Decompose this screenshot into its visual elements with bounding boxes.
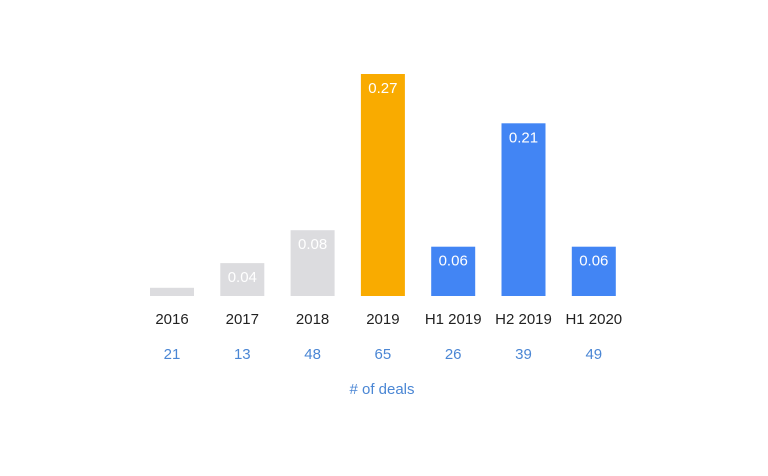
x-tick-label: 2018 <box>296 311 329 328</box>
x-tick-label: 2019 <box>366 311 399 328</box>
bar-value-label: 0.01 <box>157 294 186 311</box>
bar-value-label: 0.27 <box>368 80 397 97</box>
bar-value-label: 0.04 <box>228 269 257 286</box>
deal-count-value: 49 <box>585 346 602 363</box>
value-labels-layer: 0.01 0.04 0.08 0.27 0.06 0.21 0.06 <box>157 80 608 311</box>
bar-value-label: 0.06 <box>579 253 608 270</box>
bar-value-label: 0.21 <box>509 129 538 146</box>
x-tick-label: H2 2019 <box>495 311 552 328</box>
bar-2018 <box>290 230 335 296</box>
bars-layer <box>150 74 616 296</box>
deal-count-value: 13 <box>234 346 251 363</box>
bar-2017 <box>220 263 265 296</box>
bar-h1-2019 <box>431 246 476 296</box>
deal-counts-row: 21 13 48 65 26 39 49 <box>164 346 602 363</box>
x-tick-label: 2016 <box>155 311 188 328</box>
deal-count-value: 48 <box>304 346 321 363</box>
bar-h2-2019 <box>501 123 546 296</box>
x-tick-label: 2017 <box>226 311 259 328</box>
deal-count-value: 21 <box>164 346 181 363</box>
bar-h1-2020 <box>571 246 616 296</box>
deal-counts-caption: # of deals <box>349 381 414 398</box>
x-tick-label: H1 2019 <box>425 311 482 328</box>
bar-2019 <box>360 74 405 296</box>
x-axis-tick-labels: 2016 2017 2018 2019 H1 2019 H2 2019 H1 2020 <box>155 311 622 328</box>
deal-count-value: 65 <box>375 346 392 363</box>
bar-value-label: 0.06 <box>439 253 468 270</box>
deal-count-value: 26 <box>445 346 462 363</box>
bar-value-label: 0.08 <box>298 236 327 253</box>
deal-count-value: 39 <box>515 346 532 363</box>
bar-2016 <box>150 287 194 296</box>
x-tick-label: H1 2020 <box>565 311 622 328</box>
